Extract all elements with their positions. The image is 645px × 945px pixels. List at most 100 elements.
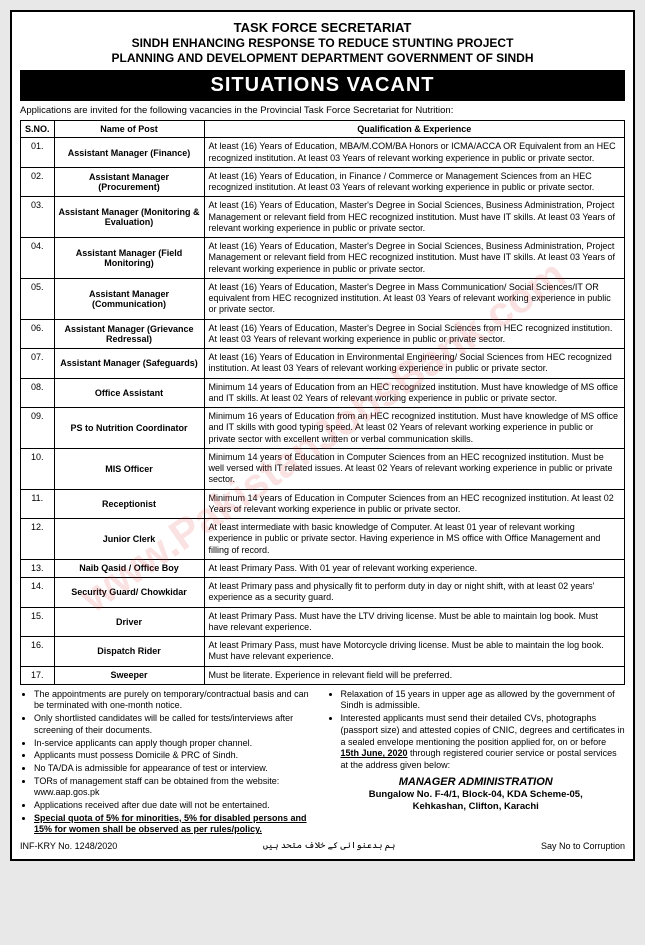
- cell-post: Sweeper: [54, 666, 204, 684]
- manager-title: MANAGER ADMINISTRATION: [327, 775, 626, 789]
- cell-post: PS to Nutrition Coordinator: [54, 408, 204, 449]
- table-row: 12.Junior ClerkAt least intermediate wit…: [21, 519, 625, 560]
- intro-text: Applications are invited for the followi…: [20, 105, 625, 116]
- cell-qual: Minimum 16 years of Education from an HE…: [204, 408, 624, 449]
- cell-post: Assistant Manager (Monitoring & Evaluati…: [54, 197, 204, 238]
- cell-qual: At least (16) Years of Education, in Fin…: [204, 167, 624, 197]
- cell-qual: At least (16) Years of Education, Master…: [204, 197, 624, 238]
- cell-qual: At least (16) Years of Education in Envi…: [204, 349, 624, 379]
- cell-qual: At least Primary Pass, must have Motorcy…: [204, 637, 624, 667]
- cell-post: Junior Clerk: [54, 519, 204, 560]
- note-item: Relaxation of 15 years in upper age as a…: [341, 689, 626, 712]
- cell-post: Driver: [54, 607, 204, 637]
- cell-post: Office Assistant: [54, 378, 204, 408]
- note-special: Special quota of 5% for minorities, 5% f…: [34, 813, 319, 836]
- cell-post: Assistant Manager (Field Monitoring): [54, 238, 204, 279]
- table-row: 17.SweeperMust be literate. Experience i…: [21, 666, 625, 684]
- cell-qual: At least intermediate with basic knowled…: [204, 519, 624, 560]
- inf-number: INF-KRY No. 1248/2020: [20, 841, 117, 851]
- page: www.PakistanJobsBank.com TASK FORCE SECR…: [10, 10, 635, 861]
- cell-sno: 10.: [21, 448, 55, 489]
- note-item: Applicants must possess Domicile & PRC o…: [34, 750, 319, 762]
- deadline-date: 15th June, 2020: [341, 748, 408, 758]
- cell-post: Assistant Manager (Grievance Redressal): [54, 319, 204, 349]
- cell-sno: 13.: [21, 559, 55, 577]
- cell-sno: 12.: [21, 519, 55, 560]
- cell-qual: At least (16) Years of Education, Master…: [204, 319, 624, 349]
- cell-qual: At least Primary Pass. Must have the LTV…: [204, 607, 624, 637]
- notes-left: The appointments are purely on temporary…: [20, 689, 319, 837]
- table-row: 02.Assistant Manager (Procurement)At lea…: [21, 167, 625, 197]
- address-line-1: Bungalow No. F-4/1, Block-04, KDA Scheme…: [327, 789, 626, 801]
- cell-sno: 17.: [21, 666, 55, 684]
- cell-qual: At least (16) Years of Education, Master…: [204, 238, 624, 279]
- banner: SITUATIONS VACANT: [20, 70, 625, 101]
- table-row: 16.Dispatch RiderAt least Primary Pass, …: [21, 637, 625, 667]
- note-item: Only shortlisted candidates will be call…: [34, 713, 319, 736]
- header: TASK FORCE SECRETARIAT SINDH ENHANCING R…: [20, 20, 625, 66]
- cell-post: Assistant Manager (Communication): [54, 278, 204, 319]
- cell-post: MIS Officer: [54, 448, 204, 489]
- cell-post: Dispatch Rider: [54, 637, 204, 667]
- header-line-3: PLANNING AND DEVELOPMENT DEPARTMENT GOVE…: [20, 51, 625, 66]
- cell-sno: 03.: [21, 197, 55, 238]
- cell-sno: 11.: [21, 489, 55, 519]
- cell-post: Assistant Manager (Finance): [54, 138, 204, 168]
- table-row: 03.Assistant Manager (Monitoring & Evalu…: [21, 197, 625, 238]
- header-line-2: SINDH ENHANCING RESPONSE TO REDUCE STUNT…: [20, 36, 625, 51]
- table-row: 11.ReceptionistMinimum 14 years of Educa…: [21, 489, 625, 519]
- cell-qual: At least Primary Pass. With 01 year of r…: [204, 559, 624, 577]
- cell-sno: 07.: [21, 349, 55, 379]
- note-item: Applications received after due date wil…: [34, 800, 319, 812]
- cell-sno: 14.: [21, 578, 55, 608]
- th-sno: S.NO.: [21, 121, 55, 138]
- cell-post: Security Guard/ Chowkidar: [54, 578, 204, 608]
- cell-sno: 01.: [21, 138, 55, 168]
- address-block: MANAGER ADMINISTRATION Bungalow No. F-4/…: [327, 775, 626, 814]
- table-row: 05.Assistant Manager (Communication)At l…: [21, 278, 625, 319]
- table-row: 09.PS to Nutrition CoordinatorMinimum 16…: [21, 408, 625, 449]
- table-row: 04.Assistant Manager (Field Monitoring)A…: [21, 238, 625, 279]
- table-row: 10.MIS OfficerMinimum 14 years of Educat…: [21, 448, 625, 489]
- th-qual: Qualification & Experience: [204, 121, 624, 138]
- note-item: No TA/DA is admissible for appearance of…: [34, 763, 319, 775]
- cell-qual: Minimum 14 years of Education from an HE…: [204, 378, 624, 408]
- cell-post: Receptionist: [54, 489, 204, 519]
- footer: INF-KRY No. 1248/2020 ہم بدعنوانی کے خلا…: [20, 840, 625, 851]
- cell-qual: At least (16) Years of Education, Master…: [204, 278, 624, 319]
- table-row: 08.Office AssistantMinimum 14 years of E…: [21, 378, 625, 408]
- cell-qual: Minimum 14 years of Education in Compute…: [204, 448, 624, 489]
- address-line-2: Kehkashan, Clifton, Karachi: [327, 801, 626, 813]
- cell-sno: 06.: [21, 319, 55, 349]
- table-row: 14.Security Guard/ ChowkidarAt least Pri…: [21, 578, 625, 608]
- cell-post: Assistant Manager (Safeguards): [54, 349, 204, 379]
- table-row: 13.Naib Qasid / Office BoyAt least Prima…: [21, 559, 625, 577]
- table-row: 01.Assistant Manager (Finance)At least (…: [21, 138, 625, 168]
- cell-qual: At least Primary pass and physically fit…: [204, 578, 624, 608]
- note-item: In-service applicants can apply though p…: [34, 738, 319, 750]
- table-header-row: S.NO. Name of Post Qualification & Exper…: [21, 121, 625, 138]
- table-row: 06.Assistant Manager (Grievance Redressa…: [21, 319, 625, 349]
- note-item: The appointments are purely on temporary…: [34, 689, 319, 712]
- cell-qual: At least (16) Years of Education, MBA/M.…: [204, 138, 624, 168]
- notes-right: Relaxation of 15 years in upper age as a…: [327, 689, 626, 837]
- header-line-1: TASK FORCE SECRETARIAT: [20, 20, 625, 36]
- cell-sno: 02.: [21, 167, 55, 197]
- note-main-text: Interested applicants must send their de…: [341, 713, 625, 746]
- cell-sno: 05.: [21, 278, 55, 319]
- cell-post: Assistant Manager (Procurement): [54, 167, 204, 197]
- note-item: TORs of management staff can be obtained…: [34, 776, 319, 799]
- note-deadline: Interested applicants must send their de…: [341, 713, 626, 771]
- cell-sno: 04.: [21, 238, 55, 279]
- table-row: 15.DriverAt least Primary Pass. Must hav…: [21, 607, 625, 637]
- th-post: Name of Post: [54, 121, 204, 138]
- corruption-slogan: Say No to Corruption: [541, 841, 625, 851]
- cell-qual: Must be literate. Experience in relevant…: [204, 666, 624, 684]
- cell-sno: 08.: [21, 378, 55, 408]
- urdu-text: ہم بدعنوانی کے خلاف متحد ہیں: [263, 840, 396, 851]
- cell-sno: 09.: [21, 408, 55, 449]
- cell-qual: Minimum 14 years of Education in Compute…: [204, 489, 624, 519]
- notes-section: The appointments are purely on temporary…: [20, 689, 625, 837]
- posts-table: S.NO. Name of Post Qualification & Exper…: [20, 120, 625, 685]
- table-row: 07.Assistant Manager (Safeguards)At leas…: [21, 349, 625, 379]
